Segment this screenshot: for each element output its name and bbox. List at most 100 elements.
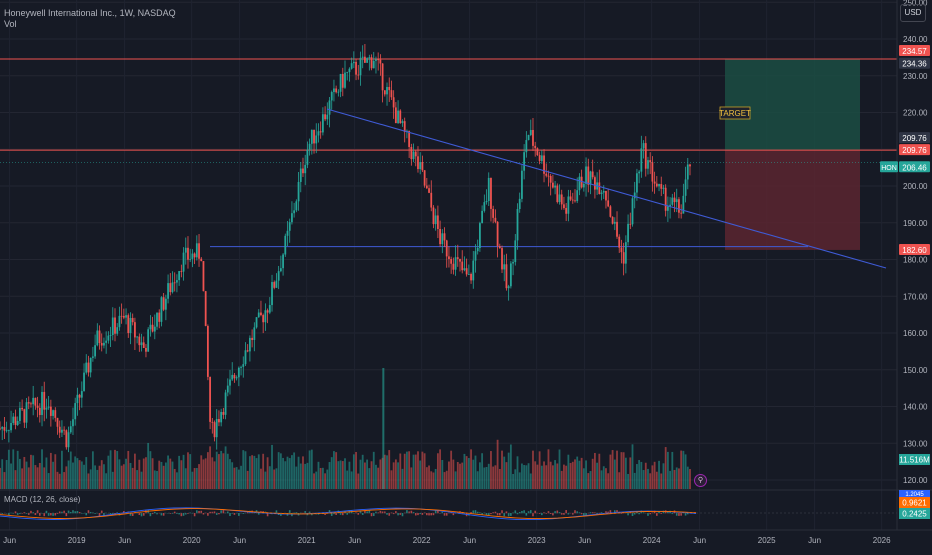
target-price-badge: 234.57 [902,47,927,56]
candle-body [510,263,512,286]
candle-body [652,162,654,181]
volume-bar [472,460,474,489]
volume-bar [211,457,213,489]
volume-bar [260,469,262,489]
volume-bar [609,455,611,489]
candle-body [79,395,81,398]
candle-body [30,403,32,404]
y-tick-label: 150.00 [903,366,928,375]
volume-bar [143,459,145,489]
volume-bar [607,473,609,489]
macd-histogram-bar [161,513,163,515]
volume-bar [282,458,284,489]
volume-bar [116,451,118,489]
volume-bar [612,450,614,489]
macd-histogram-bar [632,513,634,516]
volume-bar [435,469,437,489]
volume-bar [125,459,127,489]
volume-bar [165,462,167,489]
candle-body [81,391,83,398]
candle-body [99,331,101,343]
macd-histogram-bar [397,513,399,515]
candle-body [158,313,160,322]
volume-bar [669,471,671,489]
candle-body [422,162,424,170]
volume-bar [256,458,258,489]
candle-body [1,427,3,429]
volume-bar [565,466,567,489]
candle-body [643,143,645,148]
candle-body [483,202,485,211]
macd-histogram-bar [532,513,534,516]
macd-histogram-bar [223,510,225,513]
volume-bar [501,451,503,489]
candle-body [176,280,178,282]
volume-bar [229,459,231,489]
volume-bar [178,456,180,489]
macd-histogram-bar [94,513,96,514]
volume-bar [6,460,8,489]
candle-body [180,271,182,272]
macd-histogram-bar [446,513,448,516]
currency-button[interactable]: USD [900,4,926,22]
candle-body [377,59,379,60]
candle-body [554,186,556,188]
candle-body [459,259,461,262]
eye-icon[interactable]: ⚲ [694,474,707,487]
candle-body [508,286,510,288]
candle-body [519,199,521,209]
volume-bar [464,454,466,489]
volume-bar [158,461,160,489]
candle-body [123,316,125,318]
volume-bar [439,449,441,489]
volume-bar [532,451,534,489]
candle-body [514,240,516,262]
candle-body [39,408,41,415]
candle-body [70,426,72,432]
candle-body [216,419,218,437]
candle-body [559,194,561,202]
volume-bar [618,472,620,489]
volume-bar [340,460,342,489]
macd-histogram-bar [676,513,678,516]
x-tick-label: Jun [233,536,246,545]
volume-bar [110,450,112,489]
volume-bar [68,461,70,489]
candle-body [654,182,656,184]
volume-bar [587,473,589,489]
candle-body [174,282,176,283]
macd-histogram-bar [680,513,682,516]
candle-body [28,402,30,403]
macd-histogram-bar [30,511,32,513]
candle-body [145,348,147,352]
candle-body [479,223,481,248]
candle-body [114,318,116,334]
volume-bar [247,471,249,489]
volume-bar [198,464,200,489]
volume-bar [337,461,339,489]
volume-bar [497,440,499,489]
volume-bar [163,466,165,489]
candle-body [54,410,56,418]
candle-body [198,243,200,258]
volume-bar [634,473,636,489]
volume-bar [48,473,50,489]
candle-body [512,262,514,263]
x-tick-label: Jun [118,536,131,545]
macd-histogram-bar [48,513,50,516]
volume-bar [375,465,377,489]
volume-bar [320,468,322,489]
volume-bar [446,471,448,489]
macd-histogram-bar [627,513,629,515]
macd-histogram-bar [207,513,209,516]
y-tick-label: 180.00 [903,256,928,265]
volume-bar [393,462,395,489]
candle-body [245,350,247,364]
volume-bar [430,471,432,489]
x-tick-label: 2019 [68,536,86,545]
volume-bar [437,453,439,489]
macd-histogram-bar [154,512,156,513]
candle-body [587,167,589,185]
